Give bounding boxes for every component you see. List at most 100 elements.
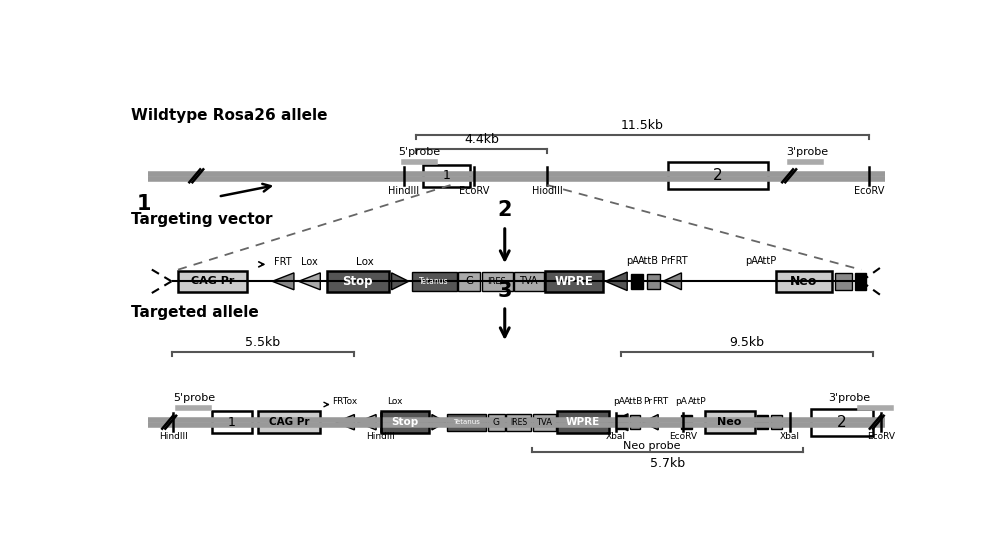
Text: 9.5kb: 9.5kb — [729, 336, 764, 349]
Text: G: G — [493, 418, 500, 427]
FancyBboxPatch shape — [557, 412, 609, 433]
FancyBboxPatch shape — [545, 270, 603, 292]
Text: HindIII: HindIII — [159, 432, 187, 441]
Text: TVA: TVA — [520, 276, 538, 286]
Text: FRT: FRT — [652, 397, 668, 406]
Text: FRT: FRT — [670, 256, 688, 266]
FancyBboxPatch shape — [447, 414, 486, 430]
Text: pA: pA — [745, 256, 758, 266]
Text: 1: 1 — [137, 194, 151, 214]
Text: IRES: IRES — [488, 277, 506, 286]
Polygon shape — [611, 414, 628, 430]
Text: EcoRV: EcoRV — [867, 432, 895, 441]
Text: Lox: Lox — [301, 258, 318, 268]
FancyBboxPatch shape — [776, 270, 832, 292]
Text: Neo probe: Neo probe — [623, 442, 681, 452]
Text: 2: 2 — [498, 199, 512, 220]
Text: TVA: TVA — [536, 418, 552, 427]
Polygon shape — [358, 414, 376, 430]
Text: 3'probe: 3'probe — [786, 147, 828, 157]
Text: AttP: AttP — [757, 256, 777, 266]
Text: G: G — [465, 276, 473, 286]
Text: Targeting vector: Targeting vector — [131, 212, 273, 227]
Text: Lox: Lox — [356, 258, 374, 268]
Text: CAG Pr: CAG Pr — [269, 417, 310, 427]
Text: 5'probe: 5'probe — [174, 393, 216, 403]
Text: Pr: Pr — [643, 397, 652, 406]
Text: AttB: AttB — [638, 256, 659, 266]
FancyBboxPatch shape — [616, 416, 626, 429]
Text: pA: pA — [626, 256, 639, 266]
FancyBboxPatch shape — [647, 274, 660, 289]
Text: WPRE: WPRE — [566, 417, 600, 427]
Text: Tetanus: Tetanus — [419, 277, 449, 286]
Text: FRT: FRT — [274, 258, 292, 268]
FancyBboxPatch shape — [757, 416, 768, 429]
Text: 5.5kb: 5.5kb — [245, 336, 281, 349]
FancyBboxPatch shape — [178, 270, 247, 292]
Text: FRTox: FRTox — [332, 397, 358, 406]
FancyBboxPatch shape — [326, 270, 388, 292]
Text: 2: 2 — [837, 415, 847, 430]
Text: EcoRV: EcoRV — [459, 186, 489, 196]
Polygon shape — [606, 272, 627, 290]
FancyBboxPatch shape — [482, 271, 512, 291]
FancyBboxPatch shape — [514, 271, 544, 291]
Text: 5'probe: 5'probe — [398, 147, 441, 157]
FancyBboxPatch shape — [488, 414, 505, 430]
Text: 3: 3 — [498, 280, 512, 301]
Text: Targeted allele: Targeted allele — [131, 305, 259, 320]
FancyBboxPatch shape — [506, 414, 531, 430]
Text: HiodIII: HiodIII — [532, 186, 563, 196]
FancyBboxPatch shape — [381, 412, 429, 433]
Text: Neo: Neo — [790, 275, 818, 288]
Text: CAG Pr: CAG Pr — [191, 276, 234, 286]
Text: 5.7kb: 5.7kb — [650, 457, 685, 470]
FancyBboxPatch shape — [533, 414, 556, 430]
FancyBboxPatch shape — [681, 416, 692, 429]
Text: EcoRV: EcoRV — [669, 432, 697, 441]
Text: 3'probe: 3'probe — [829, 393, 871, 403]
Text: XbaI: XbaI — [606, 432, 626, 441]
FancyBboxPatch shape — [412, 271, 457, 291]
Text: Wildtype Rosa26 allele: Wildtype Rosa26 allele — [131, 109, 328, 124]
Text: pA: pA — [614, 397, 625, 406]
Text: Lox: Lox — [387, 397, 402, 406]
Text: WPRE: WPRE — [555, 275, 594, 288]
FancyBboxPatch shape — [631, 274, 643, 289]
Text: HindIII: HindIII — [366, 432, 395, 441]
FancyBboxPatch shape — [423, 165, 470, 187]
Text: 4.4kb: 4.4kb — [464, 133, 499, 146]
Text: Pr: Pr — [661, 256, 671, 266]
Polygon shape — [392, 273, 409, 290]
FancyBboxPatch shape — [458, 271, 480, 291]
FancyBboxPatch shape — [811, 409, 873, 435]
Polygon shape — [663, 273, 681, 290]
FancyBboxPatch shape — [212, 412, 252, 433]
Text: Neo: Neo — [717, 417, 742, 427]
Text: HindIII: HindIII — [388, 186, 420, 196]
FancyBboxPatch shape — [835, 273, 852, 290]
FancyBboxPatch shape — [705, 412, 755, 433]
Text: Stop: Stop — [391, 417, 418, 427]
Text: pA: pA — [676, 397, 687, 406]
Polygon shape — [272, 273, 294, 290]
Text: 11.5kb: 11.5kb — [620, 119, 663, 132]
Text: Stop: Stop — [342, 275, 373, 288]
Text: EcoRV: EcoRV — [854, 186, 884, 196]
FancyBboxPatch shape — [668, 162, 768, 189]
FancyBboxPatch shape — [771, 416, 782, 429]
Text: XbaI: XbaI — [780, 432, 800, 441]
Polygon shape — [336, 414, 354, 430]
FancyBboxPatch shape — [258, 412, 320, 433]
Text: 2: 2 — [713, 168, 723, 183]
Text: AttB: AttB — [624, 397, 643, 406]
Polygon shape — [299, 273, 320, 290]
Polygon shape — [643, 414, 658, 430]
Text: IRES: IRES — [510, 418, 527, 427]
Text: 1: 1 — [443, 170, 451, 182]
FancyBboxPatch shape — [855, 273, 866, 290]
FancyBboxPatch shape — [630, 416, 640, 429]
Text: AttP: AttP — [688, 397, 706, 406]
Text: 1: 1 — [228, 416, 236, 429]
